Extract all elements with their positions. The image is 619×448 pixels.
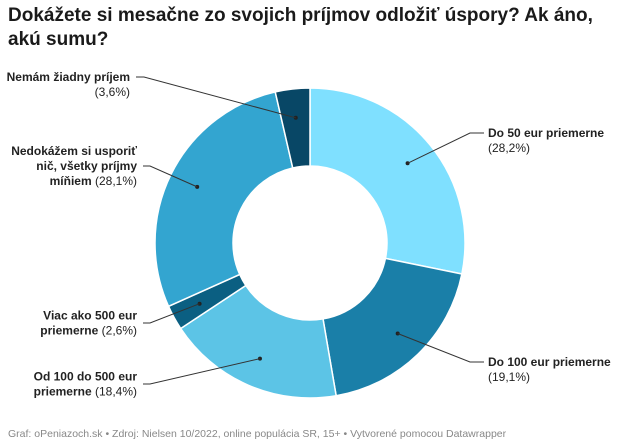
slice-value: (3,6%): [95, 85, 130, 99]
donut-slice: [309, 87, 466, 275]
leader-line: [143, 303, 200, 324]
slice-label: Do 50 eur priemerne (28,2%): [488, 126, 604, 155]
slice-label: Od 100 do 500 eur priemerne (18,4%): [34, 370, 138, 399]
leader-line: [397, 333, 484, 363]
donut-slice: [322, 257, 463, 397]
slice-label: Do 100 eur priemerne (19,1%): [488, 355, 611, 384]
slice-value: (28,1%): [92, 174, 137, 188]
slice-label: Nedokážem si usporiť nič, všetky príjmy mí…: [11, 144, 137, 188]
slice-value: (28,2%): [488, 141, 530, 155]
donut-slice: [154, 91, 294, 308]
chart-footer: Graf: oPeniazoch.sk • Zdroj: Nielsen 10/…: [8, 428, 507, 440]
slice-label: Nemám žiadny príjem (3,6%): [7, 70, 130, 99]
donut-slice: [179, 284, 338, 399]
slice-label: Viac ako 500 eur priemerne (2,6%): [40, 309, 137, 338]
donut-slice: [274, 87, 311, 169]
slice-value: (2,6%): [98, 324, 137, 338]
slice-value: (18,4%): [92, 385, 137, 399]
leader-line: [143, 165, 198, 188]
leader-line: [143, 358, 261, 385]
slice-value: (19,1%): [488, 370, 530, 384]
chart-title: Dokážete si mesačne zo svojich príjmov o…: [8, 5, 593, 50]
leader-line: [407, 132, 484, 164]
leader-line: [136, 76, 296, 119]
